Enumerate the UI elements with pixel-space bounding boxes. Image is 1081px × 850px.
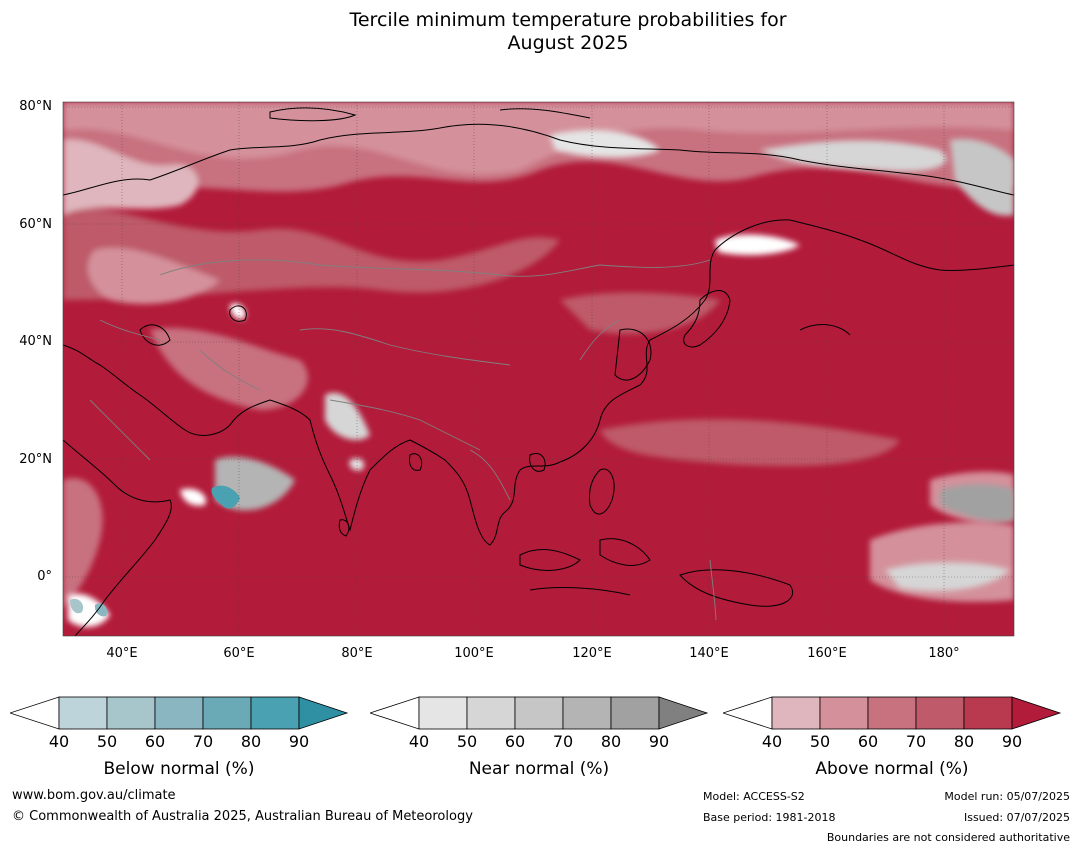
map-title: Tercile minimum temperature probabilitie… — [0, 9, 1081, 55]
below-normal-zones — [70, 485, 240, 617]
above-tick-40: 40 — [761, 732, 783, 751]
above-tick-80: 80 — [953, 732, 975, 751]
above-colorbar-low — [723, 696, 773, 730]
near-colorbar-50-60 — [466, 696, 516, 730]
copyright-text: © Commonwealth of Australia 2025, Austra… — [12, 809, 473, 824]
website-link[interactable]: www.bom.gov.au/climate — [12, 788, 176, 803]
near-tick-80: 80 — [600, 732, 622, 751]
near-colorbar-60-70 — [514, 696, 564, 730]
lon-label-60e: 60°E — [223, 646, 255, 661]
base-period-text: Base period: 1981-2018 — [703, 811, 836, 824]
near-colorbar-80-90 — [610, 696, 660, 730]
below-tick-80: 80 — [240, 732, 262, 751]
above-normal-legend-title: Above normal (%) — [815, 759, 969, 779]
lat-label-80n: 80°N — [19, 99, 52, 114]
lon-label-160e: 160°E — [807, 646, 847, 661]
near-colorbar-low — [370, 696, 420, 730]
forecast-map — [62, 101, 1015, 637]
near-colorbar-70-80 — [562, 696, 612, 730]
above-normal-light-zones — [63, 102, 1014, 610]
near-normal-colorbar — [370, 696, 709, 730]
below-normal-legend-title: Below normal (%) — [103, 759, 255, 779]
below-colorbar-low — [10, 696, 60, 730]
lon-label-120e: 120°E — [572, 646, 612, 661]
coastlines — [63, 107, 1014, 636]
near-tick-60: 60 — [504, 732, 526, 751]
near-tick-70: 70 — [552, 732, 574, 751]
below-tick-70: 70 — [192, 732, 214, 751]
near-normal-legend-title: Near normal (%) — [468, 759, 610, 779]
below-colorbar-40-50 — [58, 696, 108, 730]
near-tick-50: 50 — [456, 732, 478, 751]
below-colorbar-80-90 — [250, 696, 300, 730]
lon-label-140e: 140°E — [689, 646, 729, 661]
model-text: Model: ACCESS-S2 — [703, 790, 805, 803]
map-plot-area — [63, 102, 1014, 636]
above-colorbar-50-60 — [819, 696, 869, 730]
near-tick-40: 40 — [408, 732, 430, 751]
near-colorbar-high — [658, 696, 709, 730]
near-tick-90: 90 — [648, 732, 670, 751]
map-title-line2: August 2025 — [507, 32, 629, 54]
model-run-text: Model run: 05/07/2025 — [944, 790, 1070, 803]
lat-label-60n: 60°N — [19, 217, 52, 232]
near-colorbar-40-50 — [418, 696, 468, 730]
above-colorbar-80-90 — [963, 696, 1013, 730]
below-colorbar-70-80 — [202, 696, 252, 730]
above-tick-60: 60 — [857, 732, 879, 751]
below-normal-colorbar — [10, 696, 349, 730]
lon-label-40e: 40°E — [106, 646, 138, 661]
graticule — [63, 102, 1014, 636]
above-tick-70: 70 — [905, 732, 927, 751]
above-colorbar-40-50 — [771, 696, 821, 730]
above-colorbar-60-70 — [867, 696, 917, 730]
lat-label-20n: 20°N — [19, 452, 52, 467]
lon-label-100e: 100°E — [454, 646, 494, 661]
above-tick-90: 90 — [1001, 732, 1023, 751]
below-colorbar-60-70 — [154, 696, 204, 730]
above-normal-colorbar — [723, 696, 1062, 730]
above-tick-50: 50 — [809, 732, 831, 751]
below-colorbar-50-60 — [106, 696, 156, 730]
lat-label-40n: 40°N — [19, 334, 52, 349]
below-colorbar-high — [298, 696, 349, 730]
country-borders — [89, 259, 717, 621]
map-frame — [62, 101, 1015, 637]
above-colorbar-70-80 — [915, 696, 965, 730]
lon-label-180: 180° — [928, 646, 960, 661]
below-tick-90: 90 — [288, 732, 310, 751]
lat-label-0: 0° — [37, 569, 52, 584]
lon-label-80e: 80°E — [341, 646, 373, 661]
below-tick-50: 50 — [96, 732, 118, 751]
map-title-line1: Tercile minimum temperature probabilitie… — [349, 9, 787, 31]
below-tick-40: 40 — [48, 732, 70, 751]
issued-text: Issued: 07/07/2025 — [963, 811, 1070, 824]
below-tick-60: 60 — [144, 732, 166, 751]
disclaimer-text: Boundaries are not considered authoritat… — [826, 831, 1070, 844]
above-colorbar-high — [1011, 696, 1062, 730]
